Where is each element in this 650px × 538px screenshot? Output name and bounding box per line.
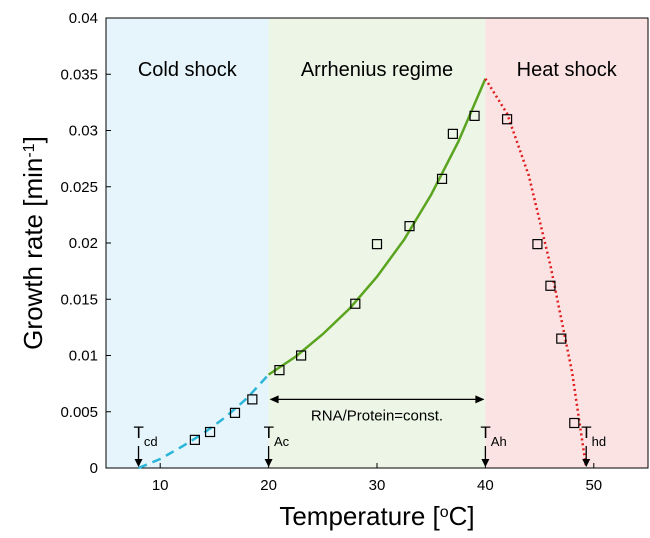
data-point — [274, 365, 285, 376]
data-point — [404, 221, 415, 232]
y-tick-label: 0.01 — [69, 348, 98, 365]
marker-arrowhead — [134, 459, 143, 467]
span-arrowhead — [269, 395, 279, 404]
x-tick-label: 20 — [260, 477, 277, 494]
marker-label-sub: Ah — [491, 434, 507, 449]
data-point — [556, 333, 567, 344]
marker-label: TAh — [480, 423, 506, 449]
data-point — [436, 173, 448, 184]
x-tick-label: 50 — [585, 477, 602, 494]
data-point — [469, 110, 480, 121]
data-point — [501, 114, 513, 125]
y-axis-label-end: ] — [18, 136, 48, 143]
y-axis-label-text: Growth rate [min — [18, 158, 48, 350]
region — [268, 18, 486, 468]
region — [106, 18, 269, 468]
y-tick-label: 0.035 — [60, 66, 98, 83]
span-label: RNA/Protein=const. — [311, 407, 443, 424]
data-point — [569, 417, 580, 429]
x-axis-label-sup: o — [440, 504, 449, 521]
marker-label-sub: Ac — [274, 434, 290, 449]
marker-arrowhead — [481, 459, 490, 467]
data-point — [204, 426, 216, 438]
data-point — [229, 407, 241, 418]
curve — [138, 373, 270, 470]
marker-label-text: T — [480, 423, 490, 442]
region-label: Cold shock — [138, 59, 238, 81]
x-tick-label: 30 — [369, 477, 386, 494]
marker-label-text: T — [264, 423, 274, 442]
x-axis-label-end: C] — [449, 501, 475, 531]
marker-label-sub: hd — [592, 434, 606, 449]
marker-label: Tcd — [134, 423, 158, 449]
marker-arrowhead — [264, 459, 273, 467]
marker-label: TAc — [264, 423, 290, 449]
x-axis-label: Temperature [oC] — [279, 501, 474, 531]
plot-frame — [105, 17, 649, 469]
data-point — [545, 280, 556, 291]
y-tick-label: 0.015 — [60, 291, 98, 308]
data-point — [189, 434, 200, 445]
y-axis-label: Growth rate [min-1] — [18, 136, 48, 350]
x-axis-label-text: Temperature [ — [279, 501, 440, 531]
data-point — [532, 239, 543, 250]
y-tick-label: 0 — [90, 460, 98, 477]
y-axis-label-sup: -1 — [21, 143, 38, 157]
x-tick-label: 40 — [477, 477, 494, 494]
y-tick-label: 0.03 — [69, 123, 98, 140]
marker-label-text: T — [134, 423, 144, 442]
marker-label: Thd — [581, 423, 606, 449]
data-point — [371, 239, 383, 250]
region-label: Heat shock — [517, 59, 618, 81]
region-label: Arrhenius regime — [301, 59, 453, 81]
data-point — [296, 350, 307, 361]
marker-label-text: T — [581, 423, 591, 442]
y-tick-label: 0.005 — [60, 404, 98, 421]
x-tick-label: 10 — [152, 477, 169, 494]
marker-arrowhead — [582, 459, 591, 467]
data-point — [247, 394, 258, 405]
span-arrowhead — [475, 395, 485, 404]
y-tick-label: 0.02 — [69, 235, 98, 252]
curve — [267, 78, 487, 376]
y-tick-label: 0.04 — [69, 10, 98, 27]
region — [485, 18, 648, 468]
data-point — [447, 128, 458, 139]
marker-label-sub: cd — [144, 434, 158, 449]
y-tick-label: 0.025 — [60, 179, 98, 196]
data-point — [350, 298, 361, 309]
